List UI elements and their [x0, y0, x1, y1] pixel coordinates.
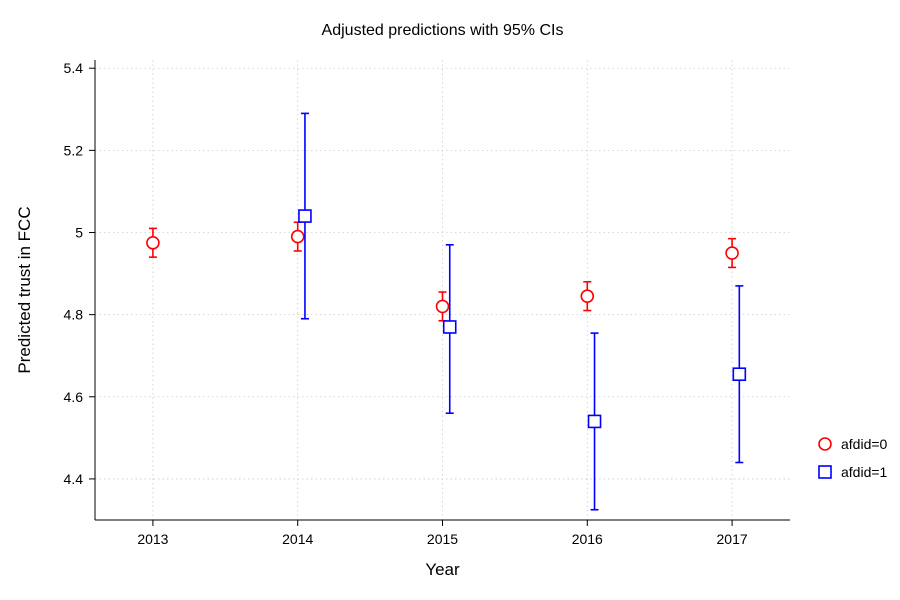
- marker-square: [589, 415, 601, 427]
- x-tick-label: 2013: [137, 531, 168, 547]
- x-axis-label: Year: [425, 560, 460, 579]
- marker-circle: [292, 231, 304, 243]
- x-tick-label: 2014: [282, 531, 313, 547]
- chart-container: 2013 2014 2015 2016 2017 4.4 4.6 4.8 5 5.2 5.4 Adju…: [0, 0, 900, 600]
- marker-circle: [437, 300, 449, 312]
- chart-svg: 2013 2014 2015 2016 2017 4.4 4.6 4.8 5 5.2 5.4 Adju…: [0, 0, 900, 600]
- y-tick-label: 4.6: [64, 389, 84, 405]
- legend-label: afdid=0: [841, 436, 888, 452]
- y-tick-label: 4.8: [64, 307, 84, 323]
- y-tick-label: 5.4: [64, 60, 84, 76]
- y-axis-label: Predicted trust in FCC: [15, 206, 34, 373]
- y-tick-label: 4.4: [64, 471, 84, 487]
- x-tick-label: 2016: [572, 531, 603, 547]
- legend-label: afdid=1: [841, 464, 888, 480]
- marker-square: [299, 210, 311, 222]
- marker-square: [733, 368, 745, 380]
- chart-title: Adjusted predictions with 95% CIs: [322, 22, 564, 39]
- y-tick-label: 5.2: [64, 142, 84, 158]
- marker-circle: [147, 237, 159, 249]
- x-tick-label: 2017: [717, 531, 748, 547]
- marker-circle: [726, 247, 738, 259]
- x-tick-label: 2015: [427, 531, 458, 547]
- marker-square: [444, 321, 456, 333]
- marker-circle: [581, 290, 593, 302]
- y-tick-label: 5: [75, 225, 83, 241]
